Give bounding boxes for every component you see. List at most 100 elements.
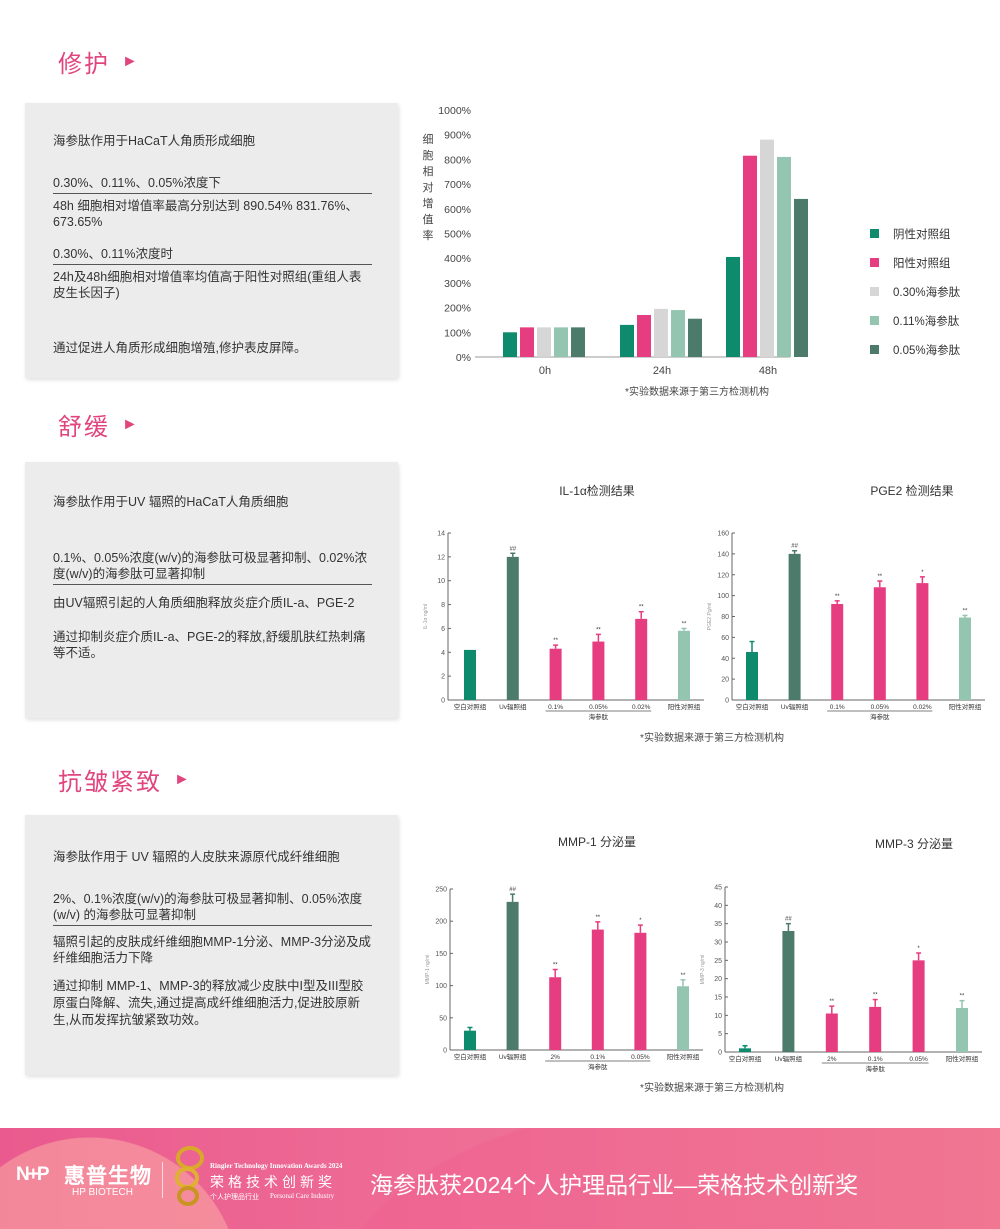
text-panel-repair: 海参肽作用于HaCaT人角质形成细胞 0.30%、0.11%、0.05%浓度下 … [25, 103, 398, 378]
x-tick-label: Uv辐照组 [775, 1054, 803, 1063]
x-tick-label: 24h [653, 365, 671, 377]
bar-3-0 [554, 327, 568, 357]
y-tick-label: 300% [444, 278, 471, 290]
y-tick-label: 12 [437, 554, 445, 561]
y-axis-label: IL-1α ng/ml [423, 604, 429, 629]
legend-swatch [870, 316, 879, 325]
y-tick-label: 500% [444, 229, 471, 241]
source-note: *实验数据来源于第三方检测机构 [625, 387, 769, 398]
y-tick-label: 0 [441, 698, 445, 705]
bar-3-2 [777, 156, 791, 357]
y-axis-label-char: 胞 [423, 149, 434, 162]
significance-mark: ** [596, 627, 601, 633]
bar-2 [825, 1013, 838, 1052]
panel-text: 通过抑制炎症介质IL-a、PGE-2的释放,舒缓肌肤红热刺痛等不适。 [53, 630, 366, 660]
x-tick-label: 0.1% [830, 704, 845, 711]
panel-text: 2%、0.1%浓度(w/v)的海参肽可极显著抑制、0.05%浓度 (w/v) 的… [53, 891, 372, 926]
significance-mark: ## [509, 546, 516, 552]
legend-swatch [870, 287, 879, 296]
x-tick-label: 空白对照组 [454, 1052, 487, 1061]
significance-mark: ## [509, 887, 516, 893]
group-label: 海参肽 [589, 712, 609, 721]
y-axis-label-char: 率 [423, 228, 434, 242]
legend-label: 阳性对照组 [893, 256, 951, 270]
panel-text: 海参肽作用于UV 辐照的HaCaT人角质细胞 [53, 495, 289, 509]
x-tick-label: Uv辐照组 [499, 1052, 527, 1061]
bar-4 [634, 932, 647, 1050]
y-tick-label: 8 [441, 602, 445, 609]
y-tick-label: 0 [725, 698, 729, 705]
x-tick-label: 0.05% [631, 1054, 650, 1061]
y-axis-label: MMP-1 ng/ml [425, 955, 431, 985]
x-tick-label: 空白对照组 [736, 702, 769, 711]
significance-mark: ** [682, 621, 687, 627]
x-tick-label: 48h [759, 365, 777, 377]
y-tick-label: 20 [721, 677, 729, 684]
arrow-right-icon: ► [174, 770, 192, 788]
panel-text: 由UV辐照引起的人角质细胞释放炎症介质IL-a、PGE-2 [53, 596, 355, 610]
bar-0-1 [620, 324, 634, 357]
x-tick-label: 0.05% [589, 704, 608, 711]
bar-4-0 [571, 327, 585, 357]
significance-mark: * [639, 918, 642, 924]
y-tick-label: 900% [444, 130, 471, 142]
significance-mark: ** [553, 963, 558, 969]
bar-2 [831, 603, 844, 700]
bar-1 [506, 901, 519, 1050]
section-title-anti-wrinkle: 抗皱紧致 ► [58, 762, 192, 797]
y-tick-label: 40 [714, 903, 722, 910]
significance-mark: ** [835, 594, 840, 600]
x-tick-label: 阳性对照组 [668, 702, 701, 711]
bar-2 [549, 648, 562, 700]
bar-4 [916, 583, 929, 700]
y-tick-label: 150 [435, 951, 447, 958]
legend-label: 阴性对照组 [893, 227, 951, 241]
y-tick-label: 25 [714, 958, 722, 965]
chart-title-pge2: PGE2 检测结果 [870, 484, 954, 498]
bar-0 [739, 1048, 751, 1052]
significance-mark: ** [873, 993, 878, 999]
bar-2-2 [760, 139, 774, 357]
bar-3 [873, 587, 886, 700]
y-tick-label: 5 [718, 1031, 722, 1038]
group-label: 海参肽 [588, 1062, 608, 1071]
x-tick-label: 0.1% [868, 1056, 883, 1063]
panel-text: 海参肽作用于HaCaT人角质形成细胞 [53, 134, 256, 148]
y-tick-label: 600% [444, 204, 471, 216]
y-tick-label: 60 [721, 635, 729, 642]
y-tick-label: 35 [714, 921, 722, 928]
bar-0 [746, 651, 758, 700]
y-tick-label: 700% [444, 179, 471, 191]
divider [162, 1162, 163, 1198]
y-tick-label: 100 [435, 983, 447, 990]
y-axis-label-char: 细 [423, 133, 434, 146]
chart-title-mmp1: MMP-1 分泌量 [557, 835, 637, 849]
y-axis-label-char: 值 [423, 213, 434, 226]
legend-swatch [870, 258, 879, 267]
significance-mark: ** [829, 999, 834, 1005]
x-tick-label: 2% [550, 1054, 560, 1061]
award-sub-cn: 个人护理品行业 [210, 1194, 259, 1201]
y-tick-label: 0 [718, 1050, 722, 1057]
significance-mark: ** [877, 574, 882, 580]
chart-title-il1a: IL-1α检测结果 [559, 484, 635, 498]
y-tick-label: 140 [717, 551, 729, 558]
award-name-cn: 荣格技术创新奖 [210, 1175, 336, 1191]
x-tick-label: 阳性对照组 [946, 1054, 979, 1063]
bar-4 [912, 960, 925, 1052]
footer-banner: N+P 惠普生物 HP BIOTECH Ringier Technology I… [0, 1128, 1000, 1229]
brand-name-cn: 惠普生物 [64, 1165, 152, 1188]
text-panel-soothe: 海参肽作用于UV 辐照的HaCaT人角质细胞 0.1%、0.05%浓度(w/v)… [25, 462, 398, 718]
panel-text: 0.30%、0.11%浓度时 [53, 246, 372, 265]
bar-5 [956, 1008, 968, 1052]
text-panel-anti-wrinkle: 海参肽作用于 UV 辐照的人皮肤来源原代成纤维细胞 2%、0.1%浓度(w/v)… [25, 815, 398, 1075]
legend-label: 0.11%海参肽 [893, 314, 960, 328]
panel-text: 0.1%、0.05%浓度(w/v)的海参肽可极显著抑制、0.02%浓度(w/v)… [53, 550, 372, 585]
significance-mark: * [921, 570, 924, 576]
award-sub-en: Personal Care Industry [270, 1192, 335, 1200]
bar-3 [592, 641, 605, 700]
panel-text: 海参肽作用于 UV 辐照的人皮肤来源原代成纤维细胞 [53, 850, 340, 864]
bar-4-1 [688, 318, 702, 357]
x-tick-label: 空白对照组 [454, 702, 487, 711]
